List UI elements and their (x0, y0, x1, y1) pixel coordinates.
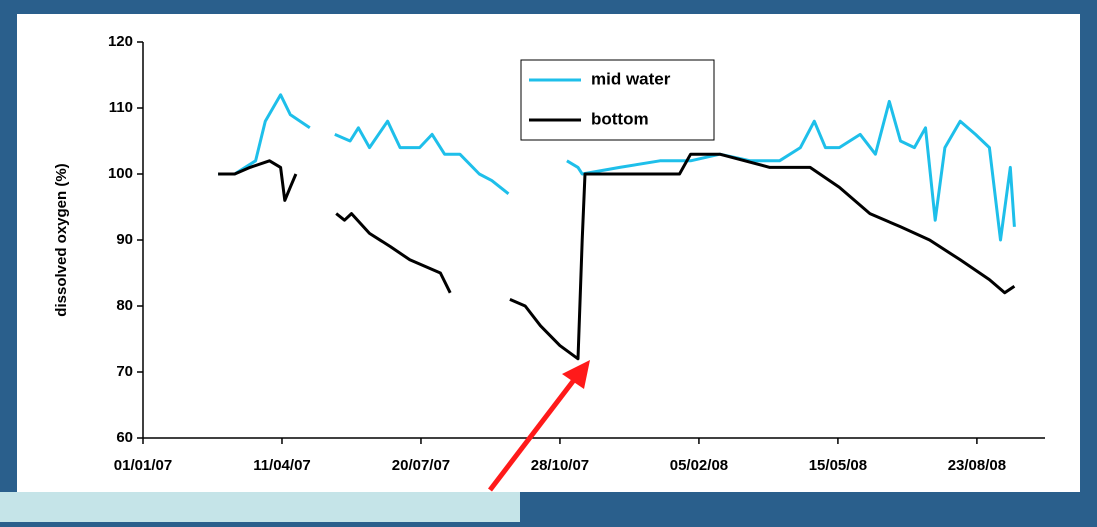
arrow-head (562, 360, 590, 389)
legend-label: bottom (591, 109, 649, 128)
y-tick-label: 60 (116, 429, 133, 446)
x-tick-label: 23/08/08 (948, 457, 1006, 474)
y-tick-label: 70 (116, 363, 133, 380)
plot: 60 70 80 90 100 110 120 01/01/07 11/04/07 20/07/0… (108, 33, 1045, 474)
y-tick-label: 100 (108, 165, 133, 182)
legend-box (520, 59, 715, 141)
legend-label: mid water (591, 69, 671, 88)
y-tick-label: 110 (109, 99, 133, 116)
x-tick-label: 01/01/07 (114, 457, 172, 474)
x-tick-label: 05/02/08 (670, 457, 728, 474)
series-line (218, 152, 1016, 361)
y-tick-label: 120 (108, 33, 133, 50)
y-tick-label: 80 (116, 297, 133, 314)
arrow (488, 374, 579, 492)
x-tick-label: 11/04/07 (253, 457, 311, 474)
x-tick-label: 28/10/07 (531, 457, 589, 474)
x-tick-label: 15/05/08 (809, 457, 867, 474)
y-axis-label: dissolved oxygen (%) (53, 163, 70, 316)
x-tick-label: 20/07/07 (392, 457, 450, 474)
y-tick-label: 90 (116, 231, 133, 248)
caption-band (0, 492, 520, 522)
